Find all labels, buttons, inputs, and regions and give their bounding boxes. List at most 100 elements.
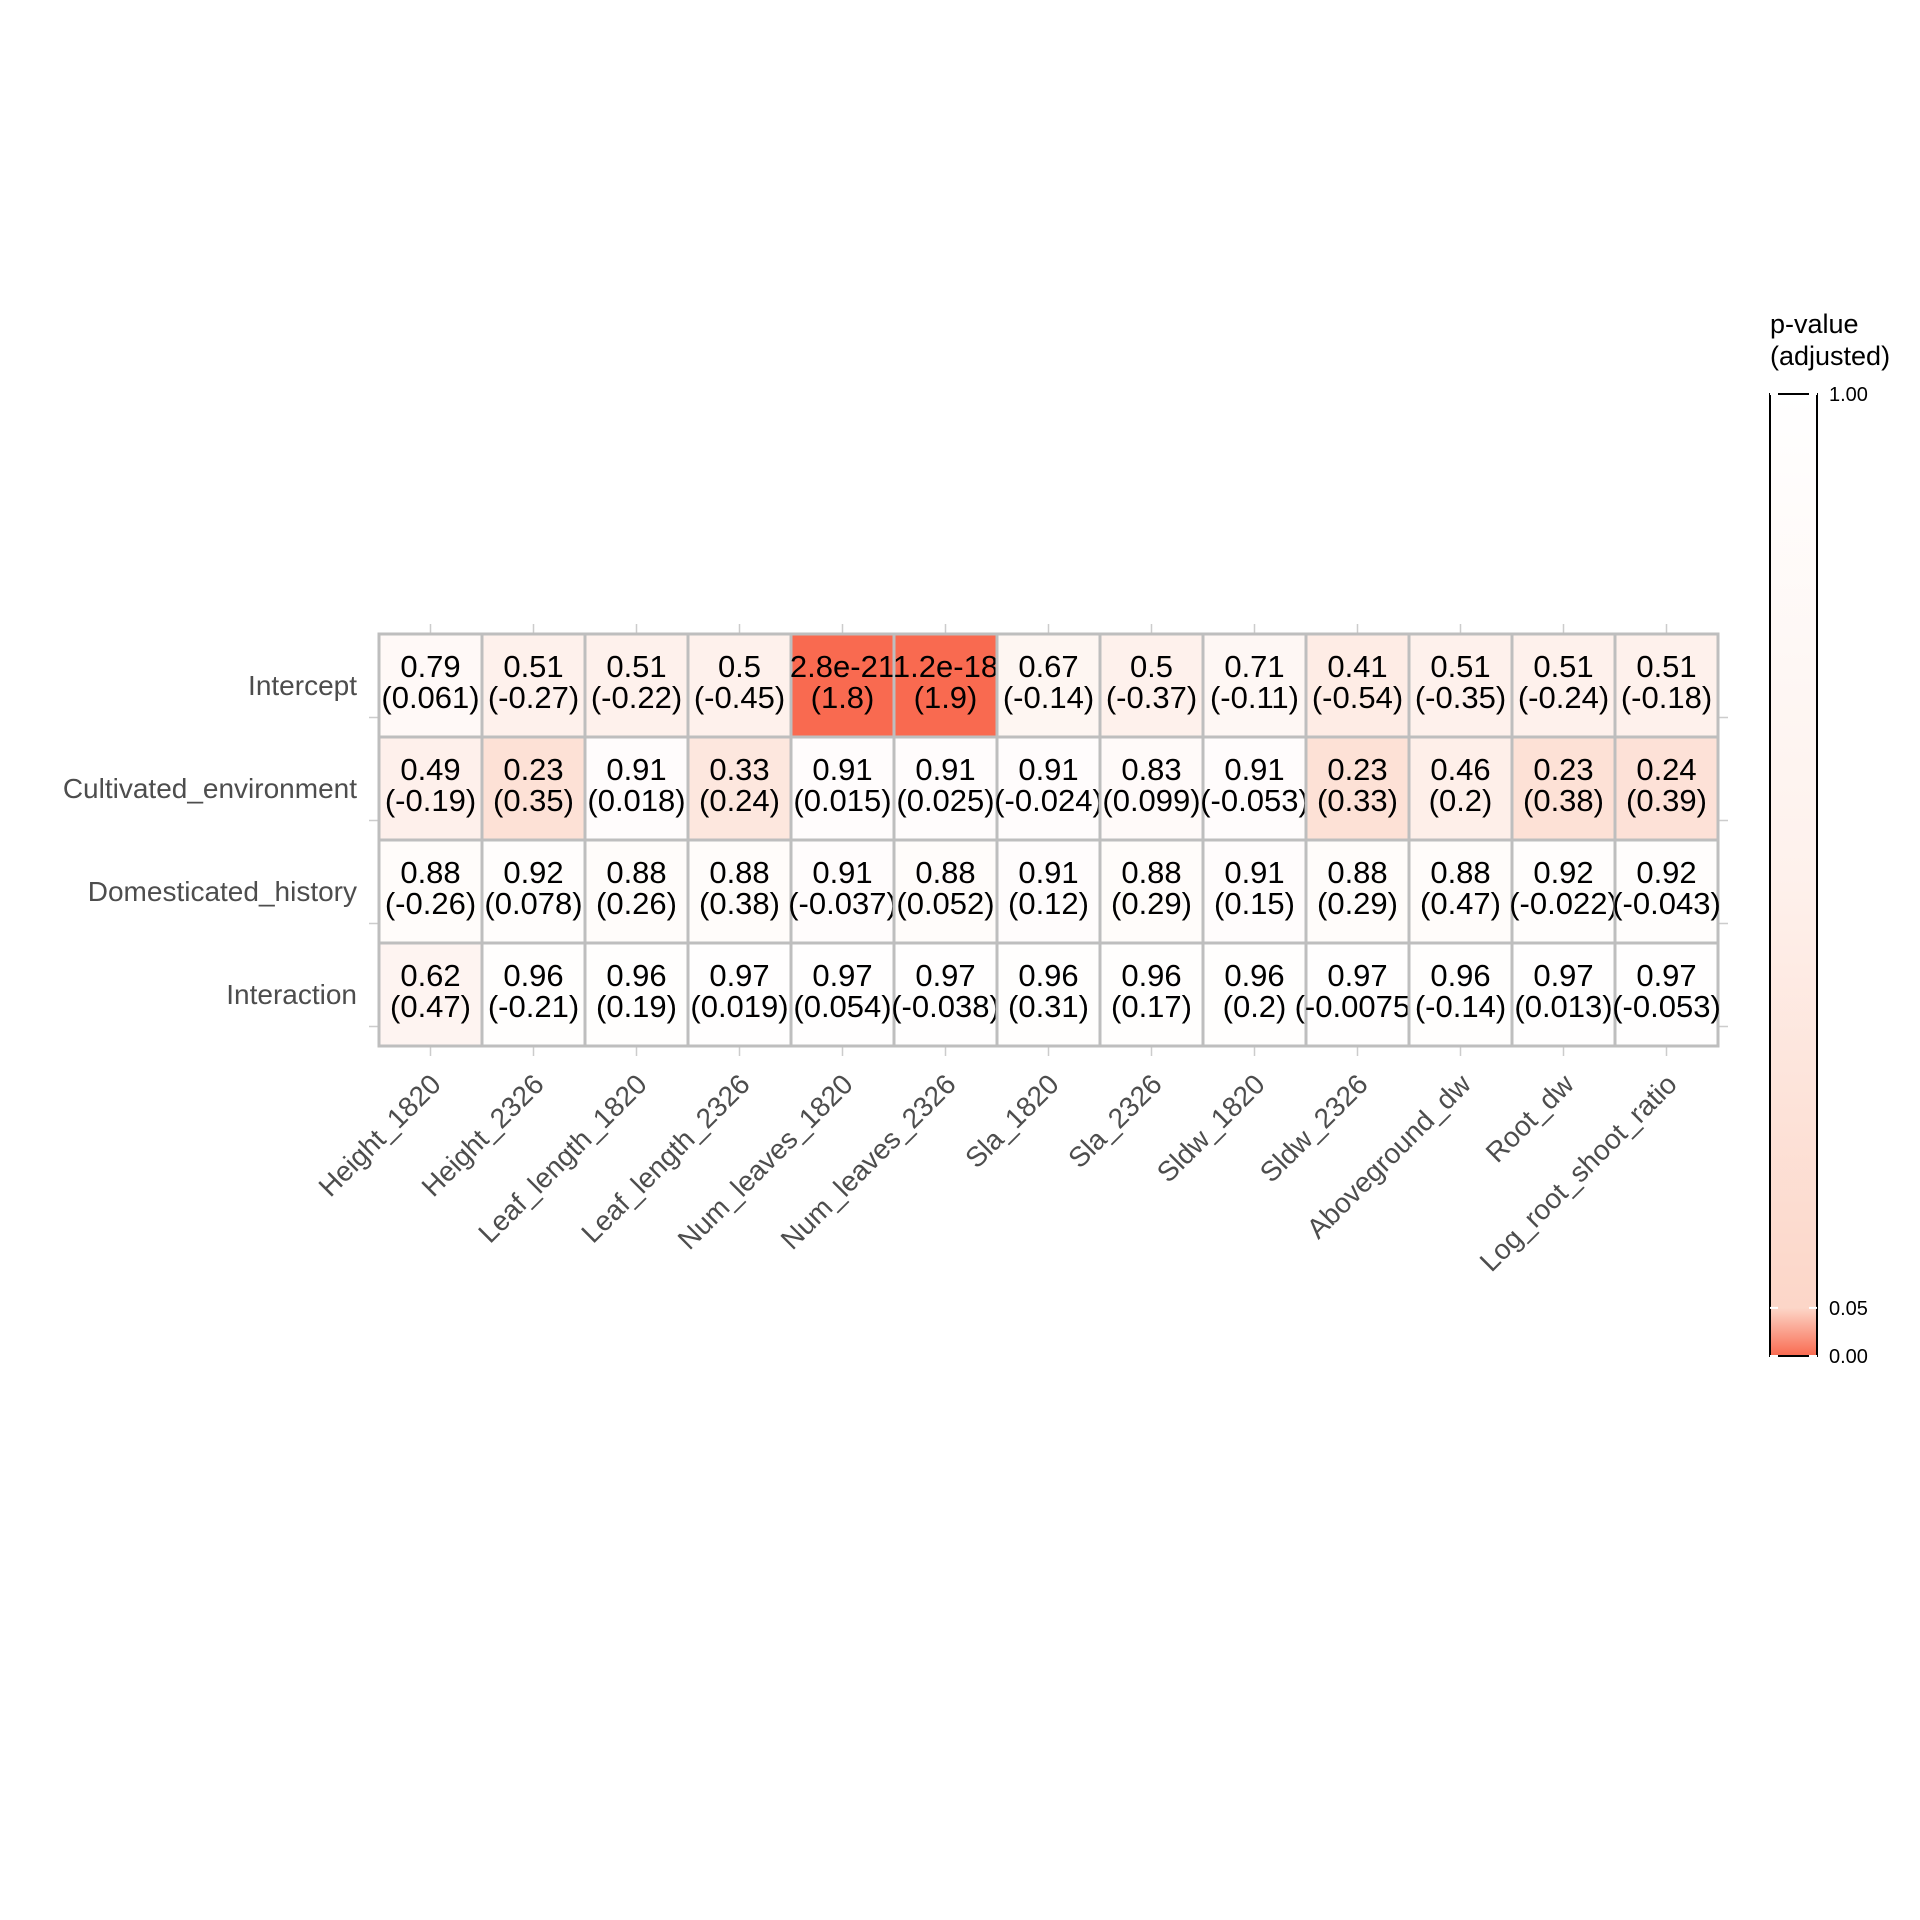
cell-p-value-label: 0.51: [1430, 649, 1490, 684]
heatmap-cell: [686, 735, 793, 842]
cell-p-value-label: 0.96: [606, 958, 666, 993]
cell-estimate-label: (-0.19): [385, 783, 476, 818]
heatmap-cell: [686, 941, 793, 1048]
cell-p-value-label: 0.91: [1224, 855, 1284, 890]
cell-estimate-label: (0.35): [493, 783, 574, 818]
row-label: Interaction: [226, 979, 357, 1010]
column-label: Log_root_shoot_ratio: [1474, 1068, 1683, 1277]
cell-estimate-label: (0.29): [1317, 886, 1398, 921]
cell-p-value-label: 0.51: [606, 649, 666, 684]
heatmap-cell: [377, 941, 484, 1048]
cell-p-value-label: 0.88: [1121, 855, 1181, 890]
column-label: Num_leaves_1820: [672, 1068, 859, 1255]
cell-p-value-label: 0.33: [709, 752, 769, 787]
column-label: Root_dw: [1480, 1068, 1581, 1169]
heatmap-cell: [1304, 941, 1411, 1048]
cell-estimate-label: (0.078): [484, 886, 582, 921]
cell-p-value-label: 0.23: [503, 752, 563, 787]
heatmap-cell: [1510, 941, 1617, 1048]
cell-p-value-label: 0.97: [1636, 958, 1696, 993]
column-label: Sla_1820: [959, 1068, 1065, 1174]
cell-p-value-label: 0.97: [1533, 958, 1593, 993]
cell-estimate-label: (0.29): [1111, 886, 1192, 921]
cell-p-value-label: 0.92: [1533, 855, 1593, 890]
cell-estimate-label: (0.15): [1214, 886, 1295, 921]
cell-p-value-label: 0.91: [1018, 752, 1078, 787]
row-labels: Intercept Cultivated_environment Domestica…: [63, 670, 357, 1010]
column-labels: Height_1820Height_2326Leaf_length_1820Le…: [313, 1068, 1683, 1278]
cell-estimate-label: (0.24): [699, 783, 780, 818]
heatmap-cell: [892, 735, 999, 842]
cell-p-value-label: 0.51: [1636, 649, 1696, 684]
heatmap-cell: [1613, 632, 1720, 739]
column-label: Sldw_1820: [1151, 1068, 1271, 1188]
cell-p-value-label: 0.88: [606, 855, 666, 890]
cell-estimate-label: (-0.45): [694, 680, 785, 715]
heatmap-cell: [1510, 838, 1617, 945]
cell-p-value-label: 0.97: [812, 958, 872, 993]
heatmap-cells: 0.79(0.061)0.51(-0.27)0.51(-0.22)0.5(-0.…: [377, 632, 1721, 1048]
cell-p-value-label: 0.91: [915, 752, 975, 787]
cell-estimate-label: (0.12): [1008, 886, 1089, 921]
cell-estimate-label: (-0.0075): [1295, 989, 1421, 1024]
cell-p-value-label: 0.88: [1430, 855, 1490, 890]
heatmap-cell: [1613, 941, 1720, 1048]
cell-estimate-label: (-0.35): [1415, 680, 1506, 715]
legend-title-line-2: (adjusted): [1770, 341, 1890, 371]
cell-p-value-label: 0.51: [503, 649, 563, 684]
cell-p-value-label: 0.96: [1018, 958, 1078, 993]
cell-p-value-label: 0.91: [812, 752, 872, 787]
heatmap-cell: [1407, 838, 1514, 945]
heatmap-cell: [1613, 838, 1720, 945]
column-label: Leaf_length_2326: [575, 1068, 755, 1248]
cell-p-value-label: 0.24: [1636, 752, 1696, 787]
cell-estimate-label: (0.025): [896, 783, 994, 818]
cell-estimate-label: (0.015): [793, 783, 891, 818]
cell-p-value-label: 0.88: [915, 855, 975, 890]
cell-estimate-label: (-0.022): [1509, 886, 1618, 921]
cell-estimate-label: (0.052): [896, 886, 994, 921]
cell-p-value-label: 0.97: [915, 958, 975, 993]
cell-estimate-label: (-0.24): [1518, 680, 1609, 715]
cell-estimate-label: (0.39): [1626, 783, 1707, 818]
cell-estimate-label: (-0.038): [891, 989, 1000, 1024]
cell-estimate-label: (0.26): [596, 886, 677, 921]
cell-estimate-label: (-0.14): [1003, 680, 1094, 715]
cell-estimate-label: (-0.37): [1106, 680, 1197, 715]
cell-p-value-label: 0.62: [400, 958, 460, 993]
heatmap-cell: [892, 838, 999, 945]
heatmap-cell: [789, 632, 896, 739]
cell-estimate-label: (-0.26): [385, 886, 476, 921]
legend-ticks: 1.00 0.05 0.00: [1770, 384, 1868, 1368]
heatmap-cell: [1510, 632, 1617, 739]
cell-p-value-label: 0.41: [1327, 649, 1387, 684]
cell-p-value-label: 0.91: [606, 752, 666, 787]
cell-p-value-label: 0.97: [1327, 958, 1387, 993]
cell-p-value-label: 0.49: [400, 752, 460, 787]
cell-estimate-label: (0.2): [1223, 989, 1287, 1024]
column-label: Leaf_length_1820: [472, 1068, 652, 1248]
heatmap-cell: [583, 838, 690, 945]
heatmap-cell: [1304, 632, 1411, 739]
cell-estimate-label: (-0.053): [1612, 989, 1721, 1024]
cell-estimate-label: (0.013): [1514, 989, 1612, 1024]
cell-p-value-label: 0.92: [503, 855, 563, 890]
heatmap-cell: [1304, 735, 1411, 842]
heatmap-cell: [995, 838, 1102, 945]
cell-estimate-label: (-0.54): [1312, 680, 1403, 715]
heatmap-cell: [377, 735, 484, 842]
cell-estimate-label: (-0.043): [1612, 886, 1721, 921]
cell-p-value-label: 0.92: [1636, 855, 1696, 890]
cell-p-value-label: 0.5: [718, 649, 761, 684]
cell-estimate-label: (0.018): [587, 783, 685, 818]
cell-estimate-label: (-0.21): [488, 989, 579, 1024]
heatmap-cell: [1613, 735, 1720, 842]
cell-estimate-label: (-0.18): [1621, 680, 1712, 715]
cell-p-value-label: 0.51: [1533, 649, 1593, 684]
cell-estimate-label: (0.47): [390, 989, 471, 1024]
cell-p-value-label: 0.96: [503, 958, 563, 993]
axis-ticks: [369, 624, 1728, 1056]
cell-p-value-label: 1.2e-18: [893, 649, 998, 684]
heatmap-cell: [1098, 941, 1205, 1048]
cell-estimate-label: (0.47): [1420, 886, 1501, 921]
